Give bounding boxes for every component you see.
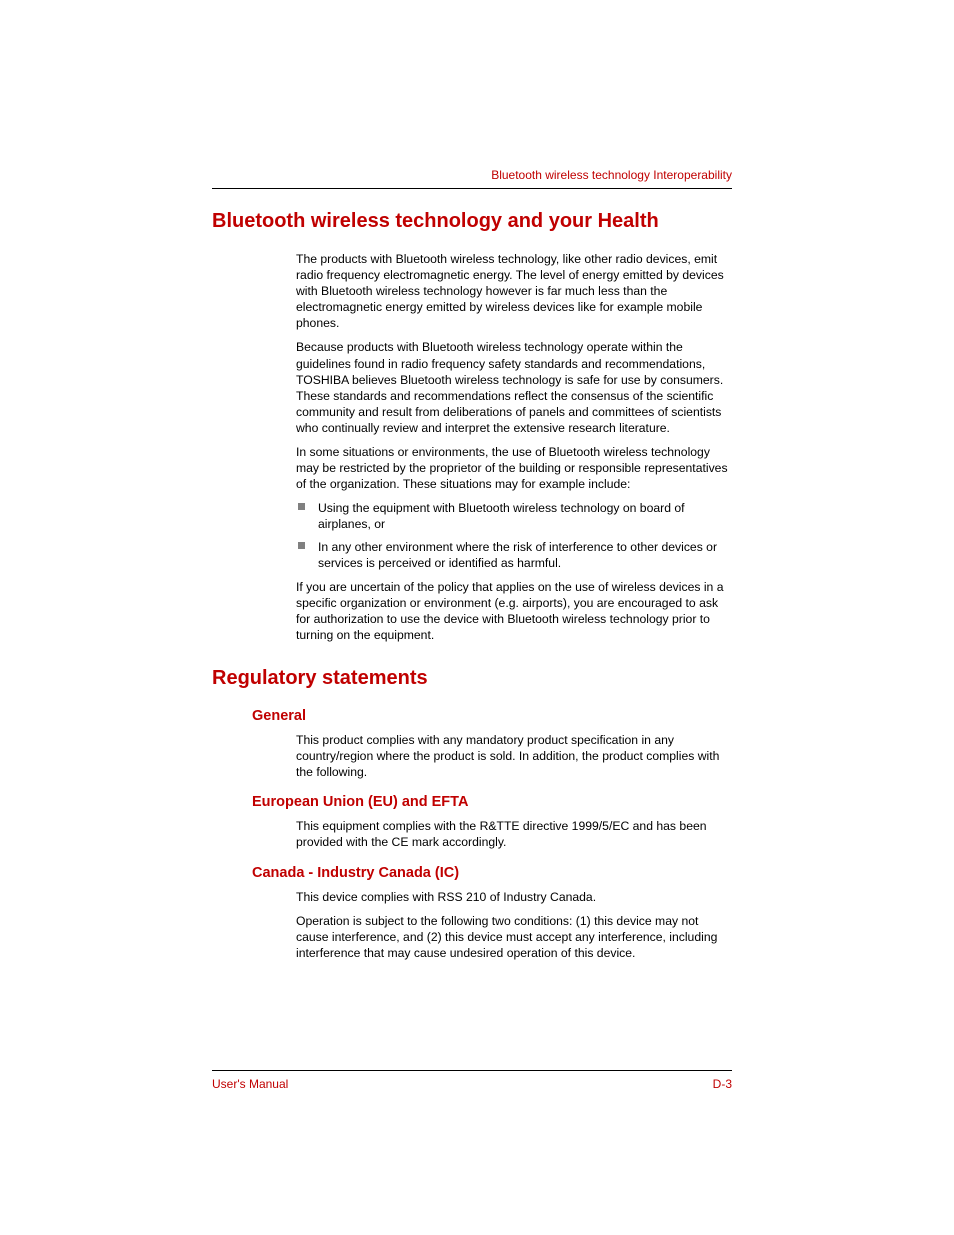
bullet-list: Using the equipment with Bluetooth wirel… (296, 500, 732, 570)
header-rule (212, 188, 732, 189)
footer-rule (212, 1070, 732, 1071)
eu-body: This equipment complies with the R&TTE d… (296, 818, 732, 850)
footer-right: D-3 (713, 1077, 732, 1091)
running-title: Bluetooth wireless technology Interopera… (212, 168, 732, 182)
list-item-text: In any other environment where the risk … (318, 540, 717, 570)
page-footer: User's Manual D-3 (212, 1070, 732, 1091)
paragraph: If you are uncertain of the policy that … (296, 579, 732, 643)
paragraph: In some situations or environments, the … (296, 444, 732, 492)
square-bullet-icon (298, 503, 305, 510)
paragraph: This equipment complies with the R&TTE d… (296, 818, 732, 850)
bluetooth-health-body: The products with Bluetooth wireless tec… (296, 251, 732, 643)
list-item: In any other environment where the risk … (296, 539, 732, 571)
list-item: Using the equipment with Bluetooth wirel… (296, 500, 732, 532)
paragraph: This product complies with any mandatory… (296, 732, 732, 780)
subheading-eu: European Union (EU) and EFTA (252, 794, 732, 810)
paragraph: Operation is subject to the following tw… (296, 913, 732, 961)
heading-regulatory: Regulatory statements (212, 667, 732, 690)
page: Bluetooth wireless technology Interopera… (0, 0, 954, 1235)
general-body: This product complies with any mandatory… (296, 732, 732, 780)
list-item-text: Using the equipment with Bluetooth wirel… (318, 501, 685, 531)
paragraph: This device complies with RSS 210 of Ind… (296, 889, 732, 905)
footer-line: User's Manual D-3 (212, 1077, 732, 1091)
subheading-canada: Canada - Industry Canada (IC) (252, 865, 732, 881)
heading-bluetooth-health: Bluetooth wireless technology and your H… (212, 210, 732, 233)
canada-body: This device complies with RSS 210 of Ind… (296, 889, 732, 961)
square-bullet-icon (298, 542, 305, 549)
subheading-general: General (252, 708, 732, 724)
paragraph: The products with Bluetooth wireless tec… (296, 251, 732, 331)
paragraph: Because products with Bluetooth wireless… (296, 339, 732, 436)
page-header: Bluetooth wireless technology Interopera… (212, 168, 732, 189)
footer-left: User's Manual (212, 1077, 288, 1091)
page-content: Bluetooth wireless technology and your H… (212, 210, 732, 969)
